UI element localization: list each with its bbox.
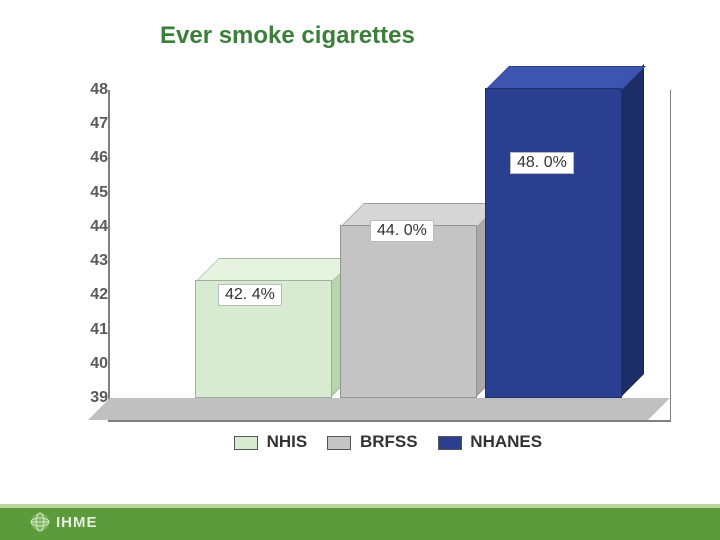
- bar-brfss: [340, 227, 475, 398]
- y-tick-label: 43: [60, 252, 108, 270]
- chart-area: 39404142434445464748 42. 4%44. 0%48. 0% …: [60, 90, 680, 460]
- plot-floor: [88, 398, 670, 420]
- y-tick-label: 39: [60, 389, 108, 407]
- bar-front: [340, 225, 477, 398]
- data-label: 42. 4%: [218, 284, 282, 306]
- legend-label: NHANES: [466, 432, 543, 451]
- legend-item-brfss: BRFSS: [327, 432, 417, 452]
- y-tick-label: 42: [60, 286, 108, 304]
- plot-region: 42. 4% 44. 0% 48. 0%: [108, 90, 671, 422]
- y-tick-label: 46: [60, 149, 108, 167]
- bar-side: [620, 64, 644, 398]
- bar-front: [485, 88, 622, 398]
- y-tick-label: 47: [60, 115, 108, 133]
- logo-text: IHME: [56, 514, 98, 531]
- y-tick-label: 44: [60, 218, 108, 236]
- legend-swatch: [438, 436, 462, 450]
- chart-title: Ever smoke cigarettes: [160, 22, 415, 50]
- legend-label: NHIS: [262, 432, 307, 451]
- legend: NHIS BRFSS NHANES: [108, 432, 668, 452]
- legend-swatch: [327, 436, 351, 450]
- legend-label: BRFSS: [355, 432, 417, 451]
- bar-top: [485, 66, 646, 90]
- legend-swatch: [234, 436, 258, 450]
- legend-item-nhanes: NHANES: [438, 432, 543, 452]
- bar-nhanes: [485, 90, 620, 398]
- data-label: 48. 0%: [510, 152, 574, 174]
- footer-stripe: [0, 504, 720, 508]
- y-tick-label: 41: [60, 321, 108, 339]
- y-tick-label: 48: [60, 81, 108, 99]
- globe-icon: [30, 512, 50, 532]
- y-tick-label: 45: [60, 184, 108, 202]
- data-label: 44. 0%: [370, 220, 434, 242]
- footer-bar: IHME: [0, 504, 720, 540]
- ihme-logo: IHME: [30, 512, 98, 532]
- y-tick-label: 40: [60, 355, 108, 373]
- legend-item-nhis: NHIS: [234, 432, 307, 452]
- bar-top: [195, 258, 356, 282]
